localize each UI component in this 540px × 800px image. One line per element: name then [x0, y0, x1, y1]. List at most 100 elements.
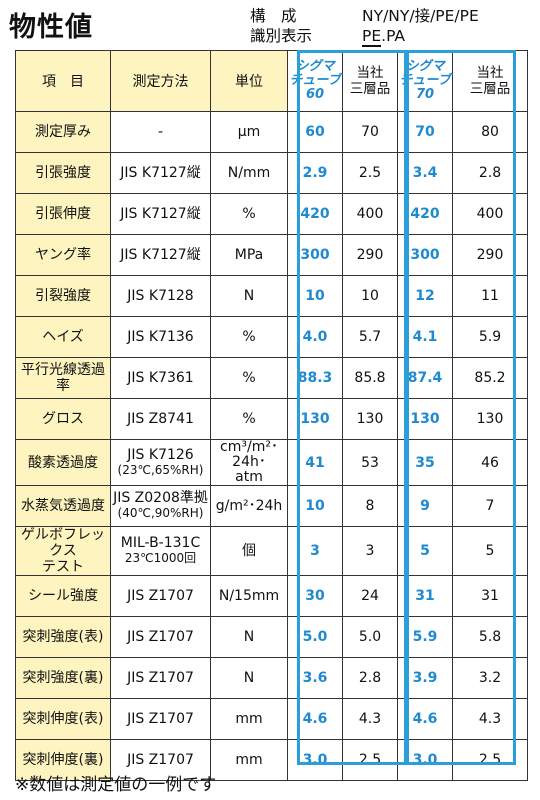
cell-sigma60: 4.0 [287, 316, 343, 358]
header-sigma60-l2: チューブ [289, 73, 341, 88]
cell-item-line: 平行光線透過率 [21, 362, 105, 394]
cell-item: 突刺強度(裏) [15, 657, 111, 699]
cell-item-line: ヤング率 [35, 247, 91, 263]
header-item: 項 目 [15, 50, 111, 112]
cell-company70: 130 [452, 398, 528, 440]
cell-sigma60: 4.6 [287, 698, 343, 740]
cell-item: ゲルボフレックス テスト [15, 526, 111, 576]
header-company70: 当社 三層品 [452, 50, 528, 112]
cell-method-line: MIL-B-131C [120, 535, 201, 551]
cell-sigma70: 87.4 [397, 357, 453, 399]
cell-company60: 70 [342, 111, 398, 153]
cell-method-line: JIS Z1707 [127, 751, 194, 768]
table-row: ヤング率 JIS K7127縦 MPa 300 290 300 290 [15, 234, 528, 276]
cell-item: 水蒸気透過度 [15, 485, 111, 527]
cell-sigma60: 10 [287, 485, 343, 527]
cell-company70: 5.9 [452, 316, 528, 358]
cell-sigma60: 3.6 [287, 657, 343, 699]
cell-method: JIS K7136 [110, 316, 211, 358]
header-unit: 単位 [210, 50, 288, 112]
cell-item-line: 引張強度 [35, 165, 91, 181]
cell-company70: 5 [452, 526, 528, 576]
cell-unit: g/m²･24h [210, 485, 288, 527]
cell-unit-line: N [243, 669, 255, 686]
header-company70-l2: 三層品 [469, 81, 511, 97]
cell-unit: cm³/m²･24h･ atm [210, 439, 288, 486]
cell-item: 引裂強度 [15, 275, 111, 317]
id-label: 識別表示 [250, 27, 313, 45]
cell-item: ヘイズ [15, 316, 111, 358]
cell-item-line: テスト [42, 559, 84, 575]
cell-method: JIS K7361 [110, 357, 211, 399]
cell-item: シール強度 [15, 575, 111, 617]
cell-method-line: - [157, 123, 164, 140]
cell-company70: 85.2 [452, 357, 528, 399]
cell-method-line: JIS K7126 [127, 446, 194, 463]
cell-item-line: 測定厚み [35, 124, 91, 140]
composition-label: 構 成 [250, 7, 297, 25]
cell-item-line: ゲルボフレックス [21, 527, 105, 559]
cell-sigma70: 3.9 [397, 657, 453, 699]
table-row: 水蒸気透過度 JIS Z0208準拠 (40℃,90%RH) g/m²･24h 10 8 9… [15, 485, 528, 527]
cell-method: JIS Z1707 [110, 575, 211, 617]
table-row: 引張伸度 JIS K7127縦% 420 400 420 400 [15, 193, 528, 235]
cell-company70: 11 [452, 275, 528, 317]
cell-item: 酸素透過度 [15, 439, 111, 486]
cell-method-line: JIS Z1707 [127, 587, 194, 604]
cell-sigma60: 10 [287, 275, 343, 317]
header-sigma70: シグマ チューブ 70 [397, 50, 453, 112]
header-sigma60-l3: 60 [305, 87, 325, 102]
cell-item-line: 突刺伸度(表) [22, 711, 104, 727]
cell-unit: % [210, 357, 288, 399]
cell-unit: 個 [210, 526, 288, 576]
cell-unit: N/15mm [210, 575, 288, 617]
cell-method: JIS Z0208準拠 (40℃,90%RH) [110, 485, 211, 527]
table-row: 測定厚み - μm 60 70 70 80 [15, 111, 528, 153]
cell-unit-line: mm [235, 751, 263, 768]
cell-item-line: 突刺伸度(裏) [22, 752, 104, 768]
cell-item: 平行光線透過率 [15, 357, 111, 399]
cell-sigma70: 3.4 [397, 152, 453, 194]
page-title: 物性値 [9, 12, 93, 43]
cell-sigma70: 70 [397, 111, 453, 153]
cell-unit: % [210, 193, 288, 235]
cell-method: - [110, 111, 211, 153]
cell-method: JIS Z1707 [110, 739, 211, 781]
cell-unit: % [210, 316, 288, 358]
table-row: シール強度 JIS Z1707 N/15mm 30 24 31 31 [15, 575, 528, 617]
cell-sigma70: 130 [397, 398, 453, 440]
cell-sigma60: 88.3 [287, 357, 343, 399]
cell-unit-line: cm³/m²･24h･ [220, 439, 278, 470]
cell-unit-line: MPa [234, 246, 264, 263]
cell-method-line: JIS Z8741 [127, 410, 194, 427]
cell-item: グロス [15, 398, 111, 440]
cell-method: JIS Z1707 [110, 657, 211, 699]
composition-value: NY/NY/接/PE/PE [362, 7, 479, 25]
cell-company70: 5.8 [452, 616, 528, 658]
cell-item: 突刺伸度(裏) [15, 739, 111, 781]
cell-company60: 290 [342, 234, 398, 276]
cell-sigma70: 12 [397, 275, 453, 317]
cell-method: JIS K7128 [110, 275, 211, 317]
table-row: 引裂強度 JIS K7128 N 10 10 12 11 [15, 275, 528, 317]
cell-method: JIS K7126 (23℃,65%RH) [110, 439, 211, 486]
id-value: PE.PA [362, 26, 479, 47]
table-row: グロス JIS Z8741% 130 130 130 130 [15, 398, 528, 440]
cell-sigma70: 5.9 [397, 616, 453, 658]
table-row: 平行光線透過率 JIS K7361% 88.3 85.8 87.4 85.2 [15, 357, 528, 399]
cell-item-line: 酸素透過度 [28, 454, 98, 471]
cell-company70: 2.5 [452, 739, 528, 781]
cell-unit-line: atm [235, 469, 263, 485]
cell-item-line: 水蒸気透過度 [21, 498, 105, 514]
cell-company60: 400 [342, 193, 398, 235]
cell-company70: 290 [452, 234, 528, 276]
cell-unit-line: % [242, 410, 256, 427]
cell-item-line: 引裂強度 [35, 288, 91, 304]
cell-item: 引張強度 [15, 152, 111, 194]
cell-company70: 31 [452, 575, 528, 617]
cell-unit-line: μm [237, 123, 261, 140]
cell-company70: 80 [452, 111, 528, 153]
cell-unit-line: N [243, 287, 255, 304]
cell-sigma70: 31 [397, 575, 453, 617]
cell-method-line: JIS K7127縦 [120, 205, 201, 222]
